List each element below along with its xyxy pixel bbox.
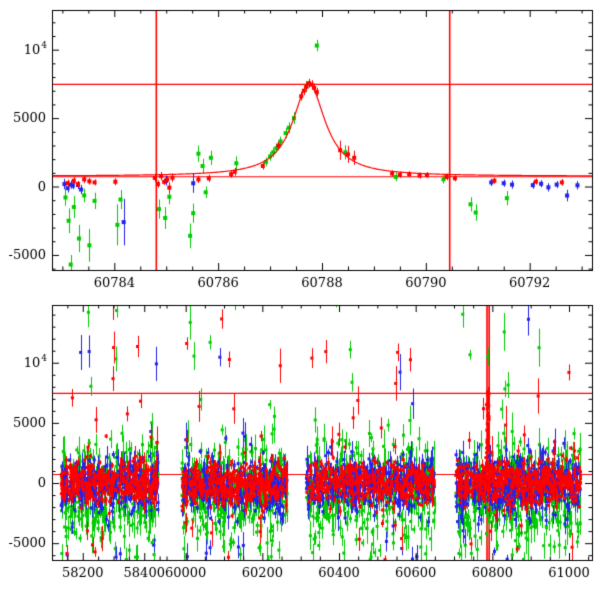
light-curve-figure [0,0,600,600]
light-curve-chart-canvas [0,0,600,600]
